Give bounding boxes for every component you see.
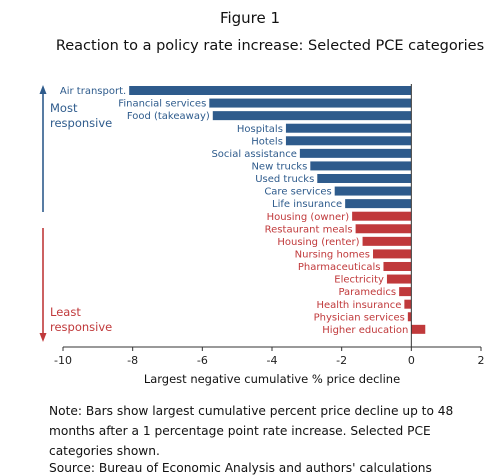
bar xyxy=(334,186,412,196)
x-axis-title: Largest negative cumulative % price decl… xyxy=(144,372,400,386)
bar-label: Housing (owner) xyxy=(267,212,350,223)
bar-label: Higher education xyxy=(322,325,408,336)
bar-label: Health insurance xyxy=(316,300,401,311)
bar-label: Nursing homes xyxy=(295,250,370,261)
bar xyxy=(411,324,426,334)
bar-label: Electricity xyxy=(334,275,384,286)
bar-label: Food (takeaway) xyxy=(127,111,210,122)
least-responsive-label: responsive xyxy=(50,320,112,334)
most-responsive-label: responsive xyxy=(50,116,112,130)
x-tick-label: 2 xyxy=(478,354,485,367)
chart-note: Note: Bars show largest cumulative perce… xyxy=(49,401,489,461)
bar-label: Care services xyxy=(264,187,331,198)
bar xyxy=(310,161,412,171)
bar-label: Financial services xyxy=(118,99,206,110)
bar xyxy=(209,98,412,108)
bar-label: Air transport. xyxy=(60,86,126,97)
bar-label: Hospitals xyxy=(237,124,283,135)
chart-title: Reaction to a policy rate increase: Sele… xyxy=(55,38,485,54)
figure-label: Figure 1 xyxy=(219,9,281,27)
bar-label: Physician services xyxy=(314,312,405,323)
x-tick-label: -6 xyxy=(197,354,208,367)
bar-label: Housing (renter) xyxy=(277,237,359,248)
bar-label: Life insurance xyxy=(272,199,342,210)
bar-label: Hotels xyxy=(251,136,283,147)
bar xyxy=(352,211,412,221)
bar xyxy=(212,111,412,121)
bar xyxy=(285,123,412,133)
bar-label: Paramedics xyxy=(338,287,396,298)
x-tick-label: -10 xyxy=(54,354,72,367)
bar xyxy=(285,136,412,146)
most-responsive-label: Most xyxy=(50,101,78,115)
bar-label: Used trucks xyxy=(255,174,314,185)
bar-label: Restaurant meals xyxy=(265,224,353,235)
bar xyxy=(317,173,412,183)
bar-label: Social assistance xyxy=(211,149,296,160)
bar xyxy=(404,299,412,309)
bar-label: Pharmaceuticals xyxy=(298,262,381,273)
x-tick-label: -4 xyxy=(267,354,278,367)
bar xyxy=(386,274,412,284)
bar-label: New trucks xyxy=(251,162,307,173)
bar xyxy=(373,249,412,259)
bar xyxy=(299,148,412,158)
note-text: Note: Bars show largest cumulative perce… xyxy=(49,404,454,458)
bar xyxy=(399,287,412,297)
bar xyxy=(383,261,412,271)
x-tick-label: -2 xyxy=(336,354,347,367)
bar xyxy=(345,199,412,209)
x-tick-label: 0 xyxy=(408,354,415,367)
least-responsive-label: Least xyxy=(50,305,81,319)
bar xyxy=(362,236,412,246)
bar xyxy=(129,86,412,95)
bar xyxy=(355,224,412,234)
bar xyxy=(407,312,412,322)
up-arrow-icon xyxy=(39,85,47,94)
source-text: Source: Bureau of Economic Analysis and … xyxy=(49,461,432,475)
x-tick-label: -8 xyxy=(127,354,138,367)
down-arrow-icon xyxy=(39,333,47,342)
